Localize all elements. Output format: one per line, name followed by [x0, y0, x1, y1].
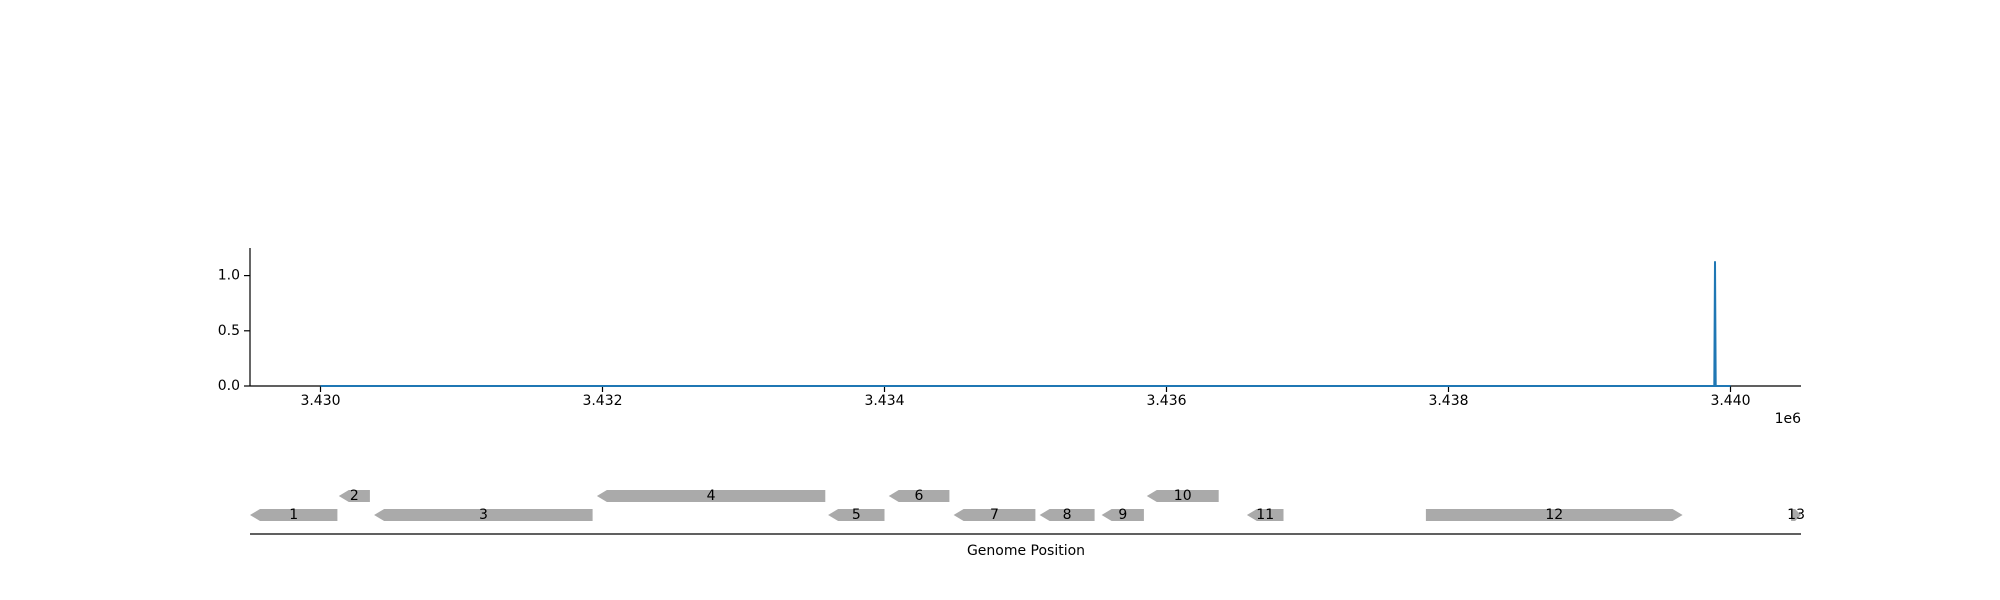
gene-1-label: 1 [289, 507, 298, 523]
gene-12-arrow [1425, 509, 1683, 521]
x-tick-label: 3.440 [1710, 393, 1750, 409]
gene-6-label: 6 [915, 488, 924, 504]
gene-6-arrow [888, 490, 950, 502]
gene-13-label: 13 [1787, 507, 1805, 523]
gene-11-label: 11 [1256, 507, 1274, 523]
coverage-series-line [320, 261, 1731, 387]
gene-10-arrow [1146, 490, 1219, 502]
gene-8-arrow [1039, 509, 1095, 521]
x-tick-label: 3.436 [1146, 393, 1186, 409]
gene-3-arrow [374, 509, 593, 521]
gene-8-label: 8 [1063, 507, 1072, 523]
gene-10-label: 10 [1174, 488, 1192, 504]
x-offset-label: 1e6 [1775, 411, 1802, 427]
x-axis-label: Genome Position [967, 543, 1085, 559]
x-axis-ticks: 3.430 3.432 3.434 3.436 3.438 3.440 [300, 386, 1751, 409]
gene-7-arrow [953, 509, 1036, 521]
gene-5-arrow [828, 509, 885, 521]
gene-12-label: 12 [1545, 507, 1563, 523]
y-tick-label: 1.0 [218, 268, 240, 284]
gene-9-arrow [1101, 509, 1144, 521]
coverage-plot: 0.0 0.5 1.0 3.430 3.432 3.434 3.436 3.438 3.440… [218, 248, 1801, 427]
gene-9-label: 9 [1118, 507, 1127, 523]
gene-1-arrow [250, 509, 338, 521]
y-tick-label: 0.5 [218, 323, 240, 339]
gene-2-label: 2 [350, 488, 359, 504]
y-tick-label: 0.0 [218, 378, 240, 394]
gene-11-arrow [1246, 509, 1284, 521]
gene-7-label: 7 [990, 507, 999, 523]
x-tick-label: 3.432 [582, 393, 622, 409]
x-tick-label: 3.438 [1428, 393, 1468, 409]
gene-5-label: 5 [852, 507, 861, 523]
gene-4-label: 4 [707, 488, 716, 504]
y-axis-ticks: 0.0 0.5 1.0 [218, 268, 250, 394]
gene-4-arrow [596, 490, 826, 502]
x-tick-label: 3.434 [864, 393, 904, 409]
gene-3-label: 3 [479, 507, 488, 523]
gene-2-arrow [338, 490, 370, 502]
gene-13-arrow [1791, 509, 1801, 521]
x-tick-label: 3.430 [300, 393, 340, 409]
